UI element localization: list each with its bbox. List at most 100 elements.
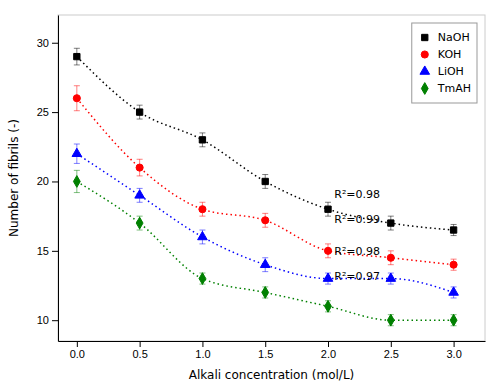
error-bar (262, 287, 268, 298)
error-bar (388, 251, 394, 265)
error-bar (451, 315, 457, 326)
x-tick: 0.5 (132, 341, 147, 360)
y-tick-mark (52, 251, 58, 252)
x-tick-label: 3.0 (446, 348, 461, 360)
error-bar (74, 86, 80, 111)
x-tick: 0.0 (70, 341, 85, 360)
error-bar (388, 315, 394, 326)
point (136, 109, 142, 115)
series-line (77, 57, 454, 230)
series-line (77, 154, 454, 293)
point (325, 300, 332, 312)
error-bar (199, 202, 205, 216)
point (324, 247, 331, 254)
legend: NaOHKOHLiOHTmAH (412, 23, 477, 103)
point (136, 164, 143, 171)
annotation: R²=0.97 (334, 270, 380, 283)
legend-symbol (422, 34, 428, 40)
legend-label: TmAH (437, 82, 471, 95)
x-axis: 0.0 0.5 1.0 1.5 2.0 2.5 3.0 (59, 341, 486, 360)
point (135, 190, 145, 198)
legend-box (412, 23, 477, 103)
point (325, 206, 331, 212)
point (449, 287, 459, 295)
point (262, 287, 269, 299)
y-tick-label: 10 (37, 314, 49, 326)
x-axis-title: Alkali concentration (mol/L) (189, 368, 355, 382)
error-bar (74, 48, 80, 65)
y-axis-line (58, 16, 59, 342)
y-tick-label: 25 (37, 106, 49, 118)
point (136, 217, 143, 229)
error-bar (388, 216, 394, 230)
x-tick-mark (328, 341, 329, 347)
error-bar (325, 202, 331, 216)
point (73, 176, 80, 188)
series-line (77, 98, 454, 264)
y-tick-mark (52, 181, 58, 182)
point (387, 254, 394, 261)
y-tick: 20 (37, 175, 58, 187)
y-tick-mark (52, 320, 58, 321)
error-bar (451, 259, 457, 270)
error-bar (137, 159, 143, 176)
y-tick-label: 15 (37, 245, 49, 257)
x-tick: 1.5 (258, 341, 273, 360)
annotations: R²=0.98R²=0.99R²=0.98R²=0.97 (334, 188, 380, 283)
legend-symbol (421, 83, 428, 95)
x-axis-line (59, 341, 486, 342)
annotation: R²=0.98 (334, 245, 380, 258)
x-tick-mark (391, 341, 392, 347)
marks (72, 48, 458, 326)
x-tick-label: 0.5 (132, 348, 147, 360)
y-axis-title: Number of fibrils (-) (7, 119, 21, 237)
y-tick-label: 20 (37, 175, 49, 187)
y-tick-mark (52, 43, 58, 44)
x-tick-label: 2.5 (384, 348, 399, 360)
error-bar (451, 224, 457, 235)
series-line (77, 181, 454, 320)
error-bar (325, 301, 331, 312)
x-tick-mark (454, 341, 455, 347)
point (260, 259, 270, 267)
y-axis: 10 15 20 25 30 (37, 16, 59, 342)
plot-frame (58, 15, 485, 341)
x-tick-label: 1.0 (195, 348, 210, 360)
error-bar (262, 213, 268, 227)
x-tick-mark (77, 341, 78, 347)
series (73, 170, 457, 326)
legend-symbol (420, 66, 430, 74)
y-tick: 15 (37, 245, 58, 257)
error-bar (325, 244, 331, 258)
point (450, 227, 456, 233)
x-tick: 2.0 (321, 341, 336, 360)
point (323, 273, 333, 281)
x-tick-label: 2.0 (321, 348, 336, 360)
legend-label: KOH (438, 48, 462, 61)
point (450, 261, 457, 268)
annotation: R²=0.99 (334, 213, 380, 226)
error-bar (199, 273, 205, 284)
error-bar (199, 133, 205, 147)
error-bar (137, 216, 143, 230)
point (387, 314, 394, 326)
x-tick-mark (140, 341, 141, 347)
point (262, 217, 269, 224)
point (388, 220, 394, 226)
x-tick-label: 1.5 (258, 348, 273, 360)
x-tick-mark (202, 341, 203, 347)
plot-area: 0.0 0.5 1.0 1.5 2.0 2.5 3.0 10 15 20 25 30 R²=0.98 R²… (37, 15, 486, 360)
point (199, 137, 205, 143)
legend-symbol (421, 51, 428, 58)
point (73, 95, 80, 102)
x-tick-mark (265, 341, 266, 347)
y-tick-label: 30 (37, 37, 49, 49)
chart: 0.0 0.5 1.0 1.5 2.0 2.5 3.0 10 15 20 25 30 R²=0.98 R²… (0, 0, 500, 389)
series (72, 144, 458, 298)
point (74, 53, 80, 59)
series (74, 48, 457, 235)
point (198, 231, 208, 239)
point (72, 148, 82, 156)
x-tick: 1.0 (195, 341, 210, 360)
point (199, 206, 206, 213)
